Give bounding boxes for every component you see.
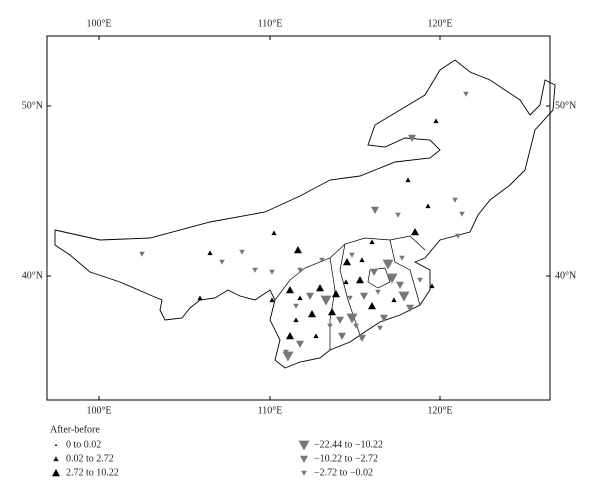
station-marker [313, 333, 319, 339]
station-marker [380, 314, 388, 322]
station-marker [338, 332, 346, 340]
station-marker [252, 267, 258, 273]
station-marker [316, 284, 324, 292]
station-marker [343, 258, 351, 266]
station-marker [368, 302, 376, 310]
legend-symbol [54, 443, 58, 446]
station-marker [336, 316, 344, 324]
station-marker [297, 295, 303, 301]
station-marker [391, 297, 397, 303]
province-boundary [274, 235, 426, 350]
legend-title: After-before [50, 424, 100, 435]
lat-label: 40°N [555, 270, 576, 281]
station-marker [343, 279, 349, 285]
station-marker [370, 268, 378, 276]
region-boundary [54, 59, 556, 369]
station-marker [382, 259, 394, 270]
legend-label: 0.02 to 2.72 [66, 453, 114, 464]
lon-label: 120°E [427, 18, 452, 29]
station-marker [282, 351, 294, 362]
lat-label: 50°N [22, 100, 43, 111]
station-marker [353, 323, 359, 329]
station-marker [398, 291, 410, 302]
legend-symbol [53, 456, 59, 462]
station-marker [375, 289, 381, 295]
graticule-labels: 100°E 100°E 110°E 110°E 120°E 120°E 50°N 50°N 40… [22, 18, 576, 416]
station-marker [269, 297, 275, 303]
station-marker [371, 206, 379, 214]
lon-label: 100°E [86, 18, 111, 29]
station-marker [297, 267, 303, 273]
lon-label: 120°E [427, 405, 452, 416]
station-markers [139, 91, 469, 362]
station-marker [358, 334, 366, 342]
station-marker [411, 228, 419, 236]
station-marker [286, 286, 294, 294]
lon-label: 100°E [86, 405, 111, 416]
station-marker [286, 332, 294, 340]
station-marker [319, 257, 325, 263]
station-marker [347, 295, 353, 301]
station-marker [320, 295, 332, 306]
station-marker [459, 211, 465, 217]
station-marker [356, 276, 364, 284]
station-marker [271, 230, 277, 236]
station-marker [433, 118, 439, 124]
legend: After-before 0 to 0.02 0.02 to 2.72 2.72 t… [50, 424, 383, 478]
station-marker [328, 308, 336, 316]
station-marker [294, 246, 302, 254]
station-marker [455, 233, 461, 239]
station-marker [369, 239, 375, 245]
lat-label: 50°N [555, 100, 576, 111]
station-marker [239, 249, 245, 255]
station-marker [293, 303, 299, 309]
station-marker [346, 313, 358, 324]
station-marker [207, 250, 213, 256]
station-marker [425, 203, 431, 209]
legend-label: −22.44 to −10.22 [314, 439, 383, 450]
station-marker [377, 325, 383, 331]
legend-symbol [300, 455, 308, 463]
station-marker [359, 257, 365, 263]
station-marker [306, 292, 314, 300]
station-marker [386, 273, 398, 284]
station-marker [308, 310, 316, 318]
lon-label: 110°E [258, 405, 283, 416]
legend-label: −2.72 to −0.02 [314, 467, 373, 478]
station-marker [405, 177, 411, 183]
station-marker [408, 134, 416, 142]
legend-symbol [301, 470, 307, 476]
station-marker [452, 197, 458, 203]
station-marker [429, 283, 435, 289]
lat-label: 40°N [22, 270, 43, 281]
station-marker [396, 281, 404, 289]
map-frame [46, 35, 551, 401]
station-marker [269, 269, 275, 275]
station-marker [219, 259, 225, 265]
station-marker [197, 295, 203, 301]
station-marker [139, 251, 145, 257]
station-marker [296, 340, 304, 348]
station-marker [332, 290, 340, 298]
station-marker [293, 317, 299, 323]
legend-symbol [298, 440, 310, 451]
legend-symbol [52, 469, 60, 477]
station-marker [360, 292, 368, 300]
legend-label: 0 to 0.02 [66, 439, 101, 450]
station-marker [349, 252, 355, 258]
station-marker [395, 212, 401, 218]
legend-label: −10.22 to −2.72 [314, 453, 378, 464]
legend-label: 2.72 to 10.22 [66, 467, 119, 478]
station-marker [399, 255, 405, 261]
station-marker [406, 304, 414, 312]
station-marker [327, 323, 333, 329]
lon-label: 110°E [258, 18, 283, 29]
station-marker [417, 277, 423, 283]
station-marker [463, 91, 469, 97]
